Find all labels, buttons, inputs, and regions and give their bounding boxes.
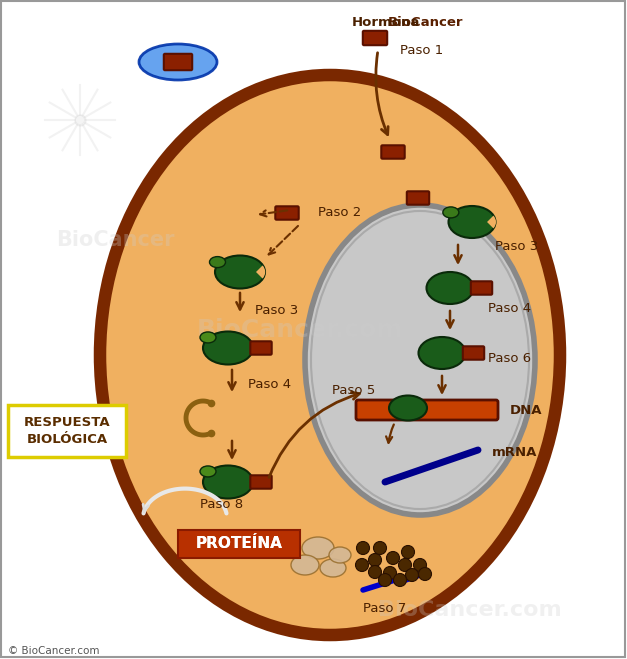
Circle shape: [384, 567, 396, 579]
Circle shape: [394, 573, 406, 587]
FancyBboxPatch shape: [178, 530, 300, 558]
Circle shape: [379, 573, 391, 587]
Ellipse shape: [426, 272, 473, 304]
Text: Paso 4: Paso 4: [488, 302, 531, 314]
Text: Paso 1: Paso 1: [400, 43, 443, 57]
Text: BioCancer.com: BioCancer.com: [197, 318, 403, 342]
Text: BioCancer: BioCancer: [56, 230, 174, 250]
FancyBboxPatch shape: [250, 475, 271, 489]
Text: RESPUESTA
BIOLÓGICA: RESPUESTA BIOLÓGICA: [24, 416, 110, 446]
Text: Paso 4: Paso 4: [248, 378, 291, 391]
Circle shape: [386, 552, 399, 565]
Text: PROTEÍNA: PROTEÍNA: [196, 536, 282, 552]
Ellipse shape: [389, 395, 427, 420]
Ellipse shape: [320, 559, 346, 577]
Text: Paso 2: Paso 2: [318, 206, 361, 219]
Wedge shape: [256, 266, 265, 279]
Circle shape: [357, 542, 369, 554]
Ellipse shape: [203, 331, 253, 364]
Text: BioCancer: BioCancer: [388, 16, 463, 28]
FancyBboxPatch shape: [381, 145, 404, 159]
Text: BioCancer.com: BioCancer.com: [378, 600, 562, 620]
Circle shape: [413, 558, 426, 571]
Ellipse shape: [203, 465, 253, 498]
Ellipse shape: [100, 75, 560, 635]
FancyBboxPatch shape: [356, 400, 498, 420]
Text: Paso 5: Paso 5: [332, 384, 375, 397]
Ellipse shape: [291, 555, 319, 575]
Ellipse shape: [215, 256, 265, 289]
Wedge shape: [487, 215, 496, 228]
Ellipse shape: [200, 466, 216, 477]
Ellipse shape: [443, 207, 459, 218]
Ellipse shape: [448, 206, 495, 238]
Circle shape: [418, 567, 431, 581]
Circle shape: [374, 542, 386, 554]
Circle shape: [369, 554, 381, 567]
Text: Paso 8: Paso 8: [200, 498, 243, 511]
Circle shape: [369, 565, 381, 579]
Ellipse shape: [209, 256, 226, 268]
FancyBboxPatch shape: [178, 530, 300, 558]
Circle shape: [356, 558, 369, 571]
FancyBboxPatch shape: [8, 405, 126, 457]
Circle shape: [399, 558, 411, 571]
Ellipse shape: [302, 537, 334, 559]
Text: © BioCancer.com: © BioCancer.com: [8, 646, 100, 656]
Text: DNA: DNA: [510, 403, 542, 416]
FancyBboxPatch shape: [164, 54, 192, 71]
Text: PROTEÍNA: PROTEÍNA: [196, 536, 282, 552]
Text: Paso 6: Paso 6: [488, 351, 531, 364]
Text: Paso 3: Paso 3: [255, 304, 298, 316]
Circle shape: [406, 569, 418, 581]
FancyBboxPatch shape: [363, 31, 387, 45]
Ellipse shape: [329, 547, 351, 563]
Circle shape: [401, 546, 414, 558]
Text: mRNA: mRNA: [492, 445, 537, 459]
FancyBboxPatch shape: [471, 281, 492, 295]
FancyBboxPatch shape: [463, 346, 484, 360]
Text: Paso 3: Paso 3: [495, 241, 538, 254]
Ellipse shape: [200, 332, 216, 343]
FancyBboxPatch shape: [250, 341, 271, 355]
Ellipse shape: [418, 337, 465, 369]
Text: Hormona: Hormona: [352, 16, 420, 28]
Ellipse shape: [305, 205, 535, 515]
Ellipse shape: [139, 44, 217, 80]
FancyBboxPatch shape: [407, 191, 429, 205]
Text: Paso 7: Paso 7: [364, 602, 407, 614]
FancyBboxPatch shape: [275, 206, 298, 219]
